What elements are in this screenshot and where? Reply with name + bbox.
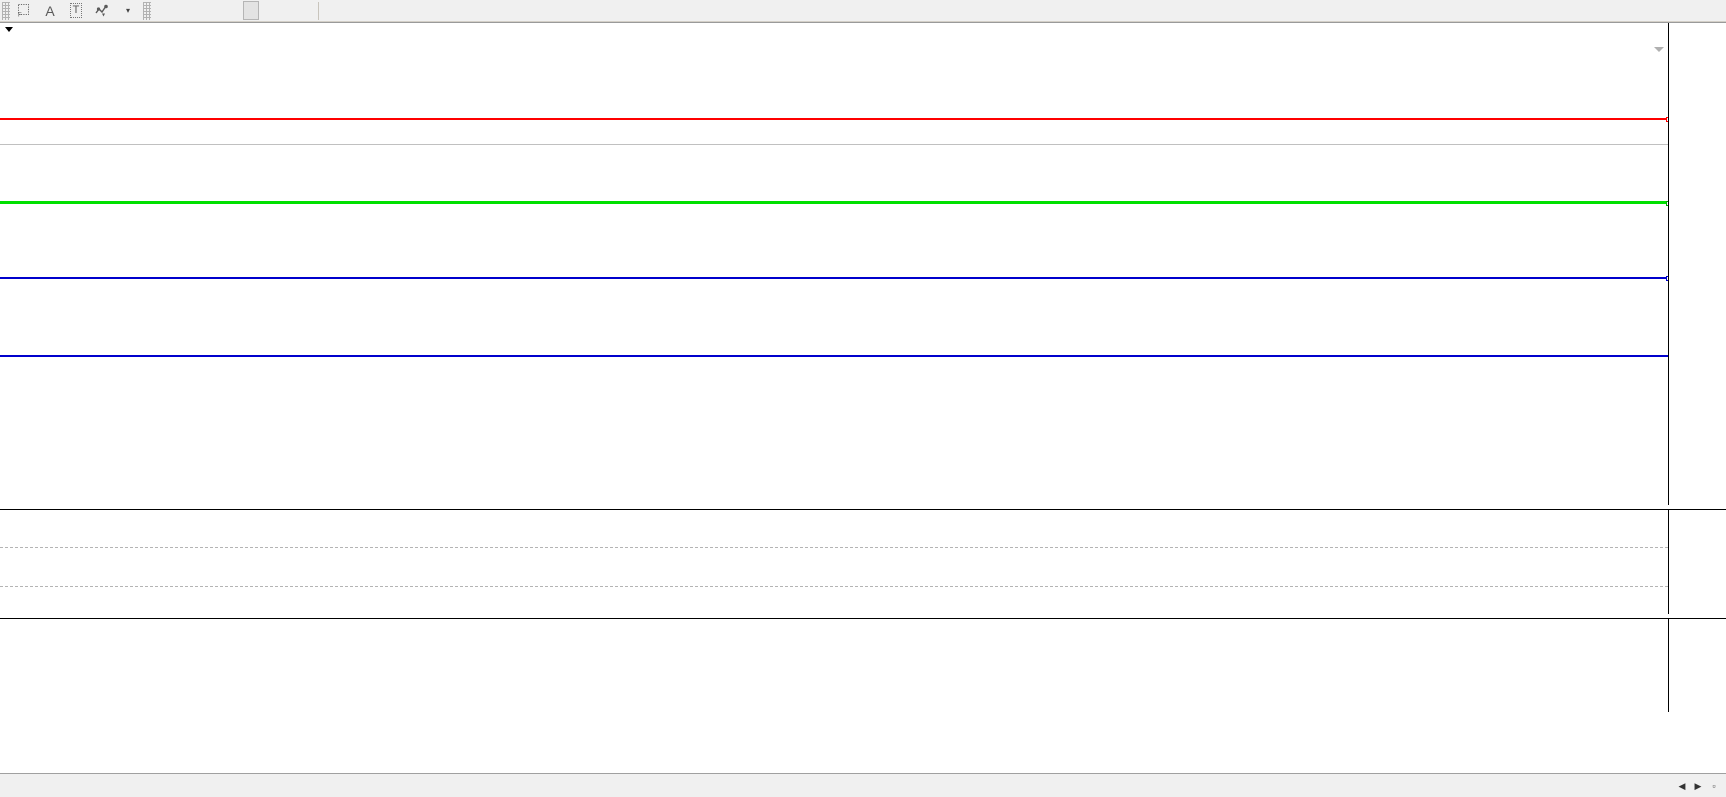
macd-histogram-series [0, 619, 1668, 712]
timeframe-m15[interactable] [189, 1, 205, 20]
rsi-level-30 [0, 586, 1668, 587]
text-box-icon[interactable]: T [64, 1, 88, 21]
chart-toolbar: F A T ▾ [0, 0, 1726, 22]
level-line-1.22025[interactable] [0, 117, 1668, 122]
svg-text:F: F [18, 13, 22, 19]
new-chart-button[interactable]: ▫ [1712, 781, 1716, 791]
level-line-current-price [0, 144, 1668, 145]
toolbar-grip-2[interactable] [143, 1, 151, 20]
price-plot[interactable] [0, 23, 1668, 505]
rsi-pane[interactable] [0, 509, 1726, 614]
timeframe-d1[interactable] [261, 1, 277, 20]
crosshair-icon[interactable]: F [12, 1, 36, 21]
timeframe-mn[interactable] [297, 1, 313, 20]
macd-plot[interactable] [0, 619, 1668, 712]
price-pane[interactable] [0, 23, 1726, 505]
tab-navigation: ◀ ▶ ▫ [1674, 775, 1726, 797]
timeframe-w1[interactable] [279, 1, 295, 20]
timeframe-m1[interactable] [153, 1, 169, 20]
text-label-icon[interactable]: A [45, 2, 55, 19]
level-line-1.20010[interactable] [0, 276, 1668, 281]
chart-scroll-anchor-icon[interactable] [1654, 47, 1664, 52]
level-line-1.21002[interactable] [0, 201, 1668, 206]
candlestick-series [0, 23, 1668, 505]
timeframe-h1[interactable] [225, 1, 241, 20]
level-line-1.19018[interactable] [0, 355, 1668, 357]
scroll-right-button[interactable]: ▶ [1694, 780, 1702, 791]
level-handle[interactable] [1666, 276, 1668, 281]
toolbar-grip-1[interactable] [2, 1, 10, 20]
objects-icon[interactable] [90, 1, 114, 21]
level-handle[interactable] [1666, 201, 1668, 206]
scroll-left-button[interactable]: ◀ [1678, 780, 1686, 791]
timeframe-h4[interactable] [243, 1, 259, 20]
chart-area[interactable] [0, 22, 1726, 797]
rsi-plot[interactable] [0, 510, 1668, 614]
macd-axis [1668, 619, 1726, 712]
rsi-level-70 [0, 547, 1668, 548]
timeframe-m30[interactable] [207, 1, 223, 20]
rsi-line-series [0, 510, 1668, 614]
toolbar-divider [318, 1, 319, 20]
chart-tab-bar: ◀ ▶ ▫ [0, 773, 1726, 797]
rsi-axis [1668, 510, 1726, 614]
level-handle[interactable] [1666, 117, 1668, 122]
macd-pane[interactable] [0, 618, 1726, 712]
timeframe-m5[interactable] [171, 1, 187, 20]
price-axis[interactable] [1668, 23, 1726, 505]
chevron-down-icon[interactable]: ▾ [125, 6, 130, 15]
